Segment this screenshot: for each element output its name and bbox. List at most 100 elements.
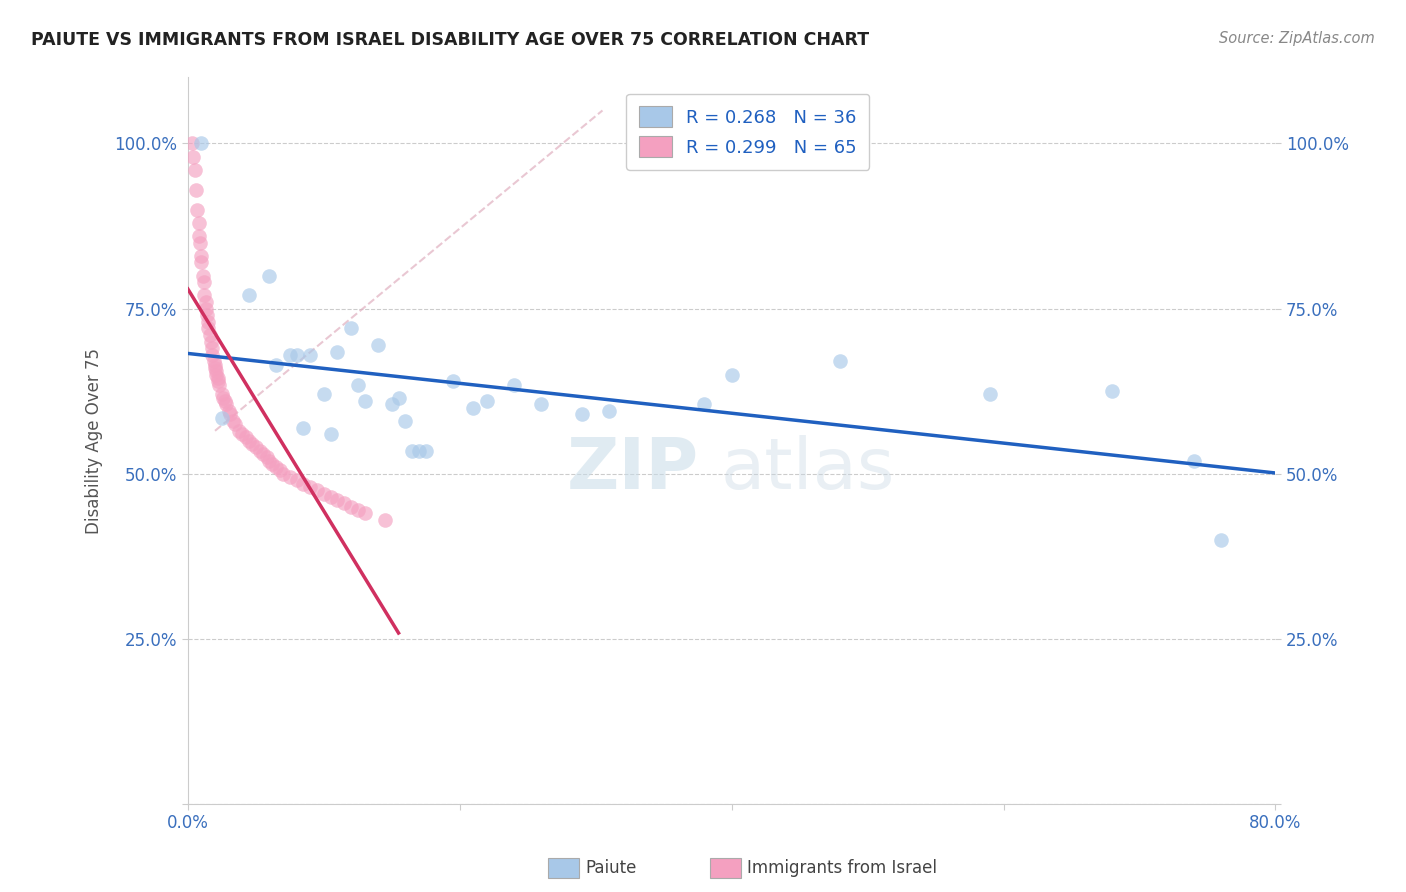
Point (187, 229, 209, 244)
Point (346, 377, 368, 392)
Point (198, 328, 221, 343)
Point (693, 397, 716, 411)
Point (204, 361, 226, 376)
Point (201, 341, 224, 355)
Point (319, 490, 342, 504)
Point (326, 493, 349, 508)
Point (340, 321, 363, 335)
Point (381, 397, 404, 411)
Point (190, 136, 212, 151)
Point (215, 397, 238, 411)
Point (374, 513, 396, 527)
Point (193, 275, 215, 289)
Point (249, 443, 271, 458)
Point (271, 467, 294, 481)
Point (269, 463, 291, 477)
Point (194, 301, 217, 316)
Point (190, 249, 212, 263)
Point (201, 348, 224, 362)
Legend: R = 0.268   N = 36, R = 0.299   N = 65: R = 0.268 N = 36, R = 0.299 N = 65 (627, 94, 869, 169)
Point (188, 235, 211, 250)
Point (214, 394, 236, 409)
Point (285, 348, 308, 362)
Text: PAIUTE VS IMMIGRANTS FROM ISRAEL DISABILITY AGE OVER 75 CORRELATION CHART: PAIUTE VS IMMIGRANTS FROM ISRAEL DISABIL… (31, 31, 869, 49)
Point (191, 268, 214, 283)
Point (312, 486, 335, 500)
Point (252, 447, 274, 461)
Point (245, 440, 267, 454)
Point (387, 391, 409, 405)
Point (1182, 453, 1205, 467)
Point (401, 443, 423, 458)
Point (202, 354, 225, 368)
Point (1209, 533, 1232, 547)
Point (197, 315, 219, 329)
Point (367, 338, 389, 352)
Point (207, 374, 229, 388)
Point (259, 453, 281, 467)
Point (190, 255, 212, 269)
Point (312, 387, 335, 401)
Point (194, 295, 217, 310)
Point (238, 434, 260, 448)
Point (353, 507, 375, 521)
Point (299, 348, 322, 362)
Point (326, 344, 349, 359)
Point (305, 483, 328, 498)
Point (394, 414, 416, 428)
Point (264, 358, 287, 372)
Point (333, 496, 356, 510)
Text: ZIP: ZIP (567, 435, 699, 504)
Point (183, 162, 205, 177)
Point (235, 430, 257, 444)
Point (195, 308, 218, 322)
Point (475, 394, 498, 409)
Point (238, 288, 260, 302)
Point (278, 348, 301, 362)
Point (415, 443, 437, 458)
Point (292, 476, 315, 491)
Point (530, 397, 553, 411)
Point (346, 503, 368, 517)
Point (259, 268, 281, 283)
Point (503, 377, 526, 392)
Point (830, 354, 852, 368)
Point (205, 368, 228, 382)
Point (224, 417, 246, 432)
Point (208, 377, 231, 392)
Point (340, 500, 363, 514)
Point (598, 404, 620, 418)
Point (228, 424, 250, 438)
Point (264, 460, 287, 475)
Point (219, 407, 242, 421)
Point (408, 443, 430, 458)
Point (197, 321, 219, 335)
Point (441, 374, 464, 388)
Point (186, 202, 208, 217)
Point (299, 480, 322, 494)
Point (205, 364, 228, 378)
Point (187, 216, 209, 230)
Point (221, 414, 243, 428)
Point (720, 368, 742, 382)
Point (181, 150, 204, 164)
Point (180, 136, 202, 151)
Point (292, 420, 315, 434)
Point (256, 450, 278, 465)
Text: Source: ZipAtlas.com: Source: ZipAtlas.com (1219, 31, 1375, 46)
Point (212, 391, 235, 405)
Text: atlas: atlas (721, 435, 896, 504)
Point (979, 387, 1001, 401)
Point (211, 410, 233, 425)
Point (231, 427, 253, 442)
Point (240, 437, 263, 451)
Point (211, 387, 233, 401)
Point (1101, 384, 1123, 399)
Point (285, 473, 308, 487)
Text: Paiute: Paiute (585, 859, 637, 877)
Point (262, 457, 284, 471)
Point (204, 358, 226, 372)
Point (353, 394, 375, 409)
Point (200, 334, 222, 349)
Point (218, 404, 240, 418)
